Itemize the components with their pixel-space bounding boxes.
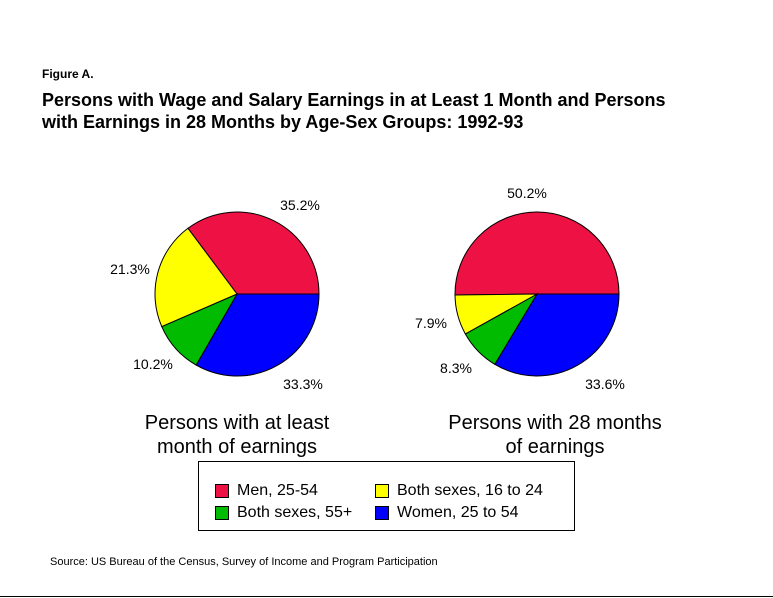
pie-2-title-line-2: of earnings	[505, 436, 605, 458]
bottom-divider	[0, 596, 773, 597]
pie-1-value-label: 10.2%	[133, 356, 173, 372]
pie-1-title-line-1: Persons with at least	[144, 412, 330, 434]
pie-1-value-label: 33.3%	[283, 376, 323, 392]
legend-swatch	[215, 506, 229, 520]
pie-2-value-label: 8.3%	[440, 360, 472, 376]
pie-1-value-label: 35.2%	[280, 197, 320, 213]
pie-2-slice-women-25-to-54	[494, 293, 620, 377]
chart-title: Persons with Wage and Salary Earnings in…	[42, 89, 742, 133]
pie-1-title: Persons with at least month of earnings	[112, 411, 362, 459]
pie-2-title-line-1: Persons with 28 months	[448, 412, 662, 434]
legend-label: Men, 25-54	[237, 482, 318, 499]
source-note: Source: US Bureau of the Census, Survey …	[50, 556, 438, 568]
chart-title-line-1: Persons with Wage and Salary Earnings in…	[42, 90, 666, 110]
pie-1-title-line-2: month of earnings	[156, 436, 318, 458]
pie-2-value-label: 7.9%	[415, 315, 447, 331]
legend-swatch	[375, 484, 389, 498]
pie-2-slice-men-25-54	[454, 211, 620, 296]
pie-1: 35.2% 33.3% 10.2% 21.3%	[110, 197, 323, 392]
pie-1-slice-both-sexes-16-to-24	[154, 227, 238, 328]
legend-label: Both sexes, 55+	[237, 504, 353, 521]
legend-label: Both sexes, 16 to 24	[397, 482, 543, 499]
pie-1-value-label: 21.3%	[110, 261, 150, 277]
pie-2-slice-both-sexes-16-to-24	[454, 293, 538, 335]
chart-title-line-2: with Earnings in 28 Months by Age-Sex Gr…	[42, 112, 524, 132]
pie-2-value-label: 33.6%	[585, 376, 625, 392]
legend-swatch	[215, 484, 229, 498]
pie-2-title: Persons with 28 months of earnings	[420, 411, 690, 459]
legend: Men, 25-54 Both sexes, 16 to 24 Both sex…	[198, 461, 575, 531]
legend-label: Women, 25 to 54	[397, 504, 519, 521]
pie-1-slice-men-25-54	[187, 211, 320, 295]
pie-2-value-label: 50.2%	[507, 185, 547, 201]
pie-1-slice-women-25-to-54	[195, 293, 320, 377]
pie-2: 50.2% 33.6% 8.3% 7.9%	[415, 185, 625, 392]
legend-swatch	[375, 506, 389, 520]
figure-label: Figure A.	[42, 67, 94, 81]
